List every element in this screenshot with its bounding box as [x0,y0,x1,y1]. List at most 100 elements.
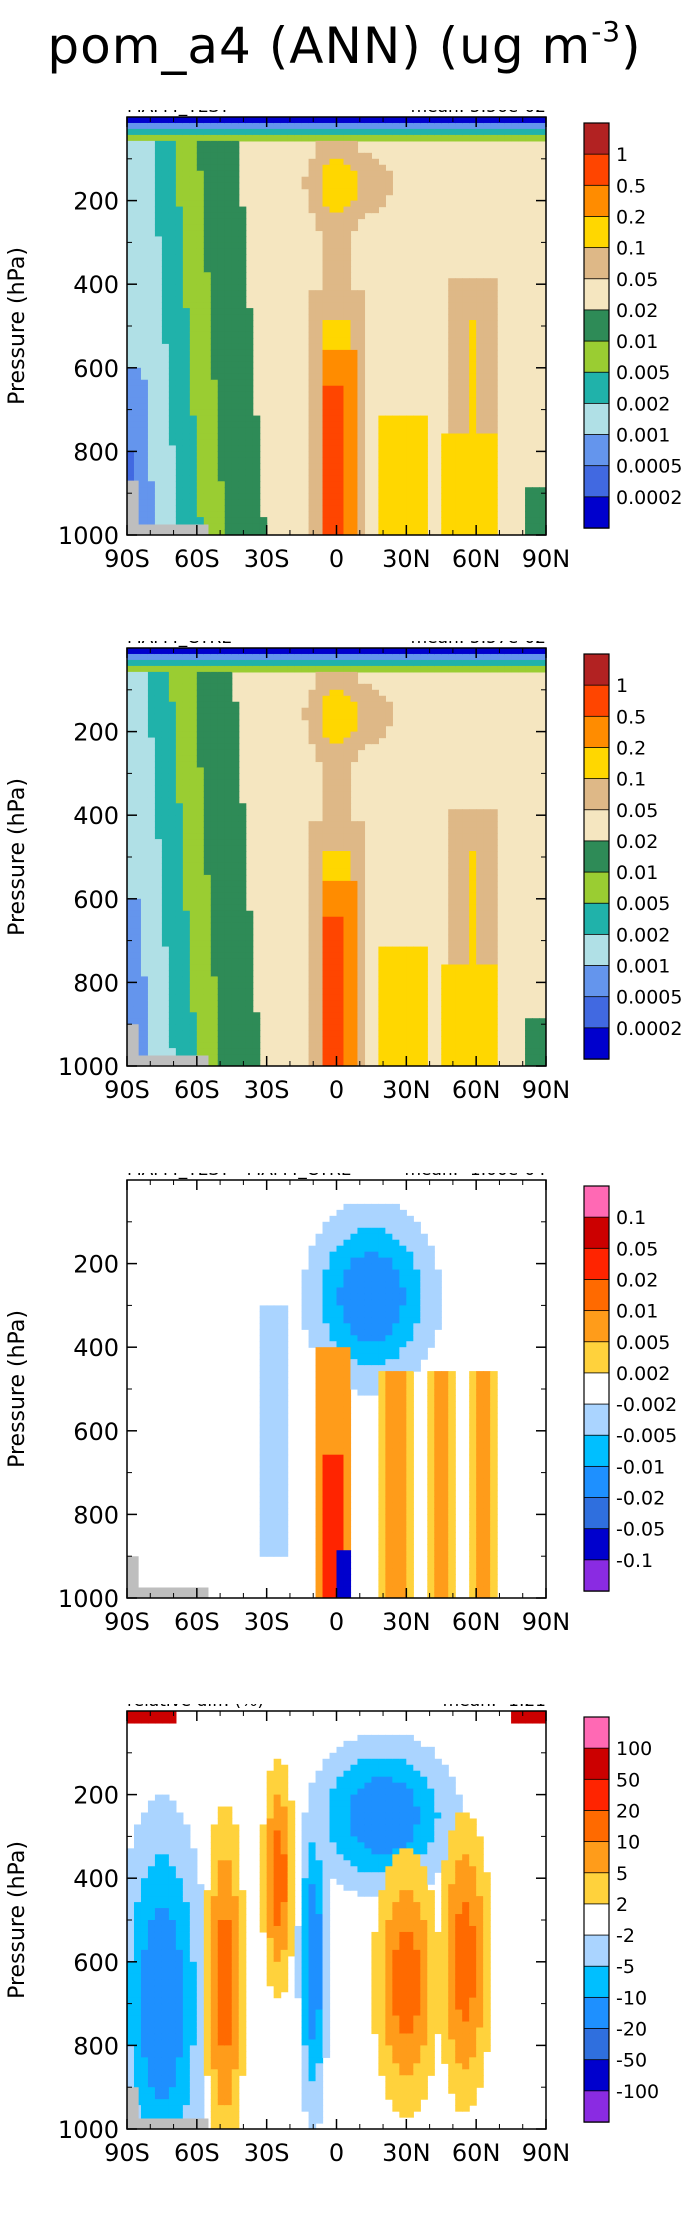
contour-cell [246,941,254,948]
contour-cell [176,690,184,697]
contour-cell [141,404,149,411]
contour-cell [127,123,135,130]
contour-cell [448,893,456,900]
contour-cell [162,171,170,178]
contour-cell [309,314,317,321]
contour-cell [483,523,491,530]
contour-cell [392,123,400,130]
contour-cell [197,690,205,697]
contour-cell [204,1012,212,1019]
contour-cell [169,666,177,673]
contour-cell [225,911,233,918]
contour-cell [169,696,177,703]
contour-cell [127,964,135,971]
contour-cell [232,499,240,506]
contour-cell [190,923,198,930]
contour-cell [350,911,358,918]
contour-cell [330,481,338,488]
contour-cell [162,660,170,667]
contour-cell [155,929,163,936]
contour-cell [176,905,184,912]
contour-cell [134,320,142,327]
contour-cell [190,171,198,178]
contour-cell [162,219,170,226]
contour-cell [525,499,533,506]
contour-cell [413,517,421,524]
contour-cell [232,785,240,792]
contour-cell [148,851,156,858]
contour-cell [148,732,156,739]
contour-cell [190,869,198,876]
contour-cell [155,696,163,703]
contour-cell [176,195,184,202]
contour-cell [378,1000,386,1007]
contour-cell [323,869,331,876]
contour-cell [246,911,254,918]
contour-cell [490,517,498,524]
contour-cell [155,976,163,983]
contour-cell [190,959,198,966]
contour-cell [316,326,324,333]
contour-cell [169,278,177,285]
contour-cell [309,1030,317,1037]
contour-cell [141,696,149,703]
contour-cell [211,726,219,733]
contour-cell [176,857,184,864]
contour-cell [350,833,358,840]
contour-cell [197,380,205,387]
contour-cell [218,881,226,888]
contour-cell [462,445,470,452]
contour-cell [169,1000,177,1007]
contour-cell [134,213,142,220]
contour-cell [197,248,205,255]
contour-cell [176,278,184,285]
contour-cell [169,839,177,846]
contour-cell [385,451,393,458]
contour-cell [183,714,191,721]
contour-cell [323,123,331,130]
contour-cell [476,445,484,452]
contour-cell [162,1024,170,1031]
contour-cell [413,982,421,989]
contour-cell [232,362,240,369]
contour-cell [246,344,254,351]
contour-cell [239,875,247,882]
contour-cell [218,362,226,369]
contour-cell [323,433,331,440]
contour-cell [141,481,149,488]
contour-cell [148,1030,156,1037]
contour-cell [169,923,177,930]
contour-cell [483,1048,491,1055]
contour-cell [309,362,317,369]
contour-cell [169,893,177,900]
contour-cell [385,428,393,435]
contour-cell [309,845,317,852]
contour-cell [441,123,449,130]
contour-cell [134,314,142,321]
contour-cell [197,189,205,196]
contour-cell [127,433,135,440]
contour-cell [232,857,240,864]
contour-cell [134,266,142,273]
contour-cell [323,1012,331,1019]
contour-cell [371,648,379,655]
contour-cell [162,284,170,291]
contour-cell [337,1036,345,1043]
contour-cell [141,976,149,983]
contour-cell [155,350,163,357]
contour-cell [323,141,331,148]
contour-cell [239,821,247,828]
contour-cell [323,714,331,721]
contour-cell [476,935,484,942]
contour-cell [204,183,212,190]
contour-cell [337,881,345,888]
contour-cell [211,761,219,768]
contour-cell [162,254,170,261]
contour-cell [323,732,331,739]
contour-cell [127,207,135,214]
contour-cell [309,738,317,745]
contour-cell [323,523,331,530]
contour-cell [225,386,233,393]
contour-cell [420,988,428,995]
contour-cell [525,1036,533,1043]
